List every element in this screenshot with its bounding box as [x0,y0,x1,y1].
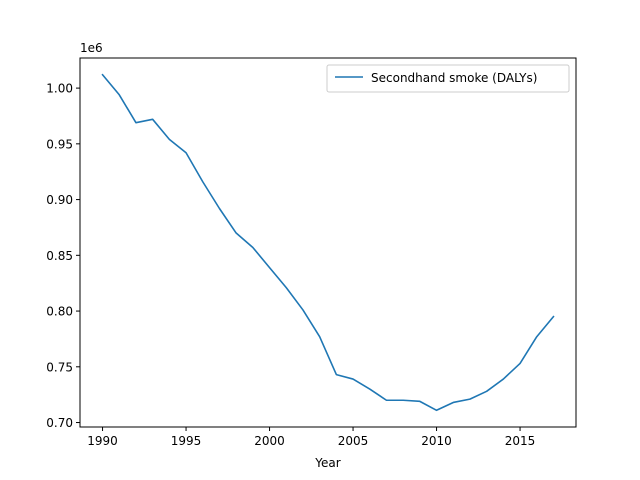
x-tick-label: 2000 [254,434,285,448]
y-tick-label: 0.70 [46,416,73,430]
series-line-0 [101,73,555,412]
x-tick-label: 2005 [338,434,369,448]
legend-entry-label: Secondhand smoke (DALYs) [371,71,537,85]
axes-frame [79,57,577,428]
legend-box [326,64,570,93]
x-axis-label: Year [314,456,340,470]
legend: Secondhand smoke (DALYs) [326,64,570,93]
y-tick-label: 0.85 [46,249,73,263]
x-tick-label: 2015 [505,434,536,448]
y-tick-label: 0.90 [46,193,73,207]
y-axis-scale-label: 1e6 [80,41,103,55]
y-tick-label: 0.80 [46,305,73,319]
y-tick-label: 1.00 [46,82,73,96]
y-tick-label: 0.95 [46,137,73,151]
x-tick-label: 1990 [87,434,118,448]
y-tick-label: 0.75 [46,360,73,374]
x-tick-label: 1995 [171,434,202,448]
x-tick-label: 2010 [421,434,452,448]
axes: 1990 1995 2000 2005 2010 2015 0.70 0.75 0.80 0.85… [46,57,577,448]
plot-area [101,73,555,412]
